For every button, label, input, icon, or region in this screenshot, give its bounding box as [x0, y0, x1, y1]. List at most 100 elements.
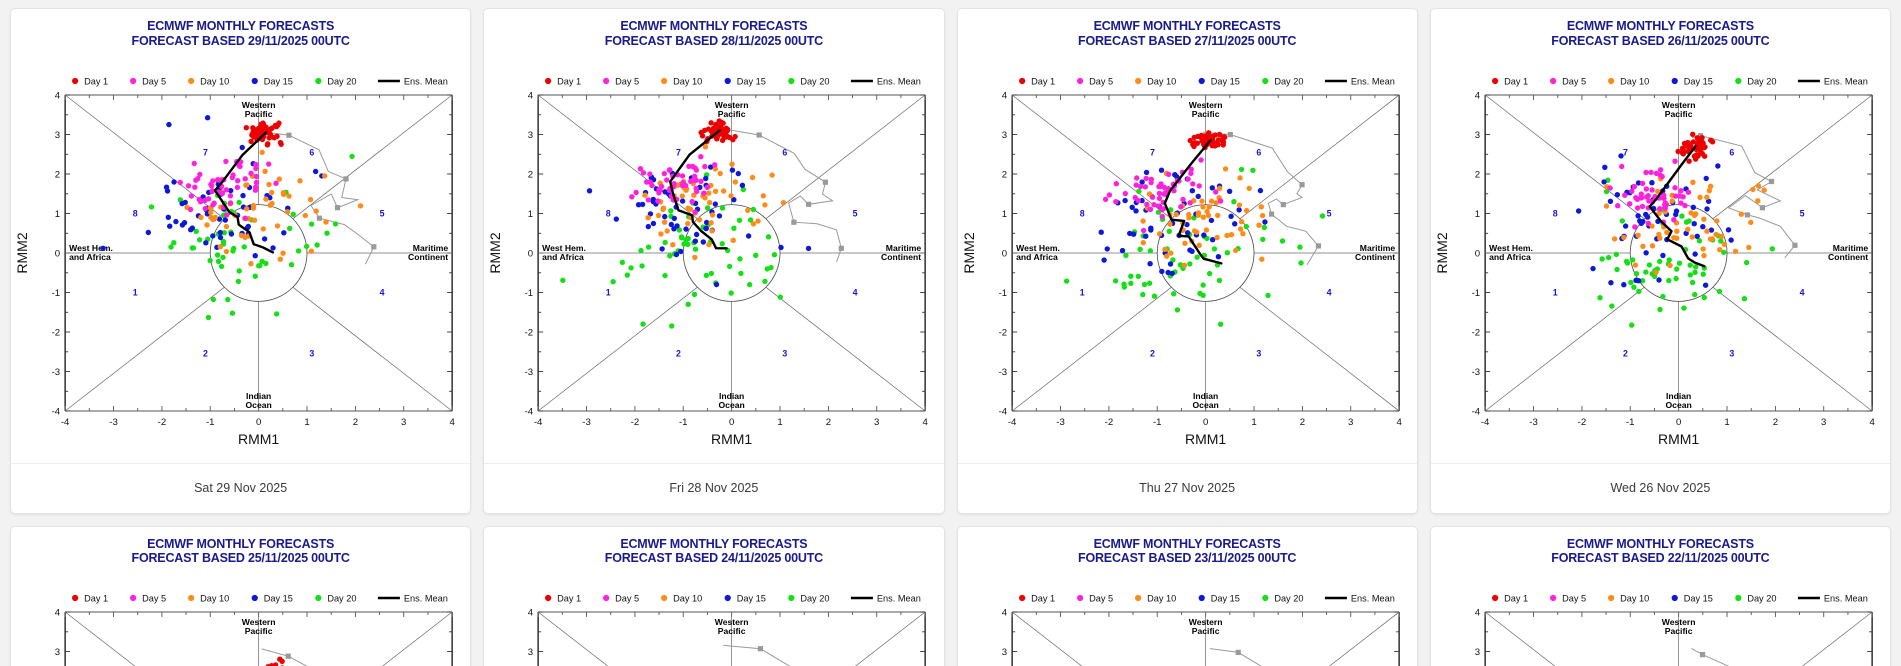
ensemble-member-day-15: [712, 200, 719, 207]
ensemble-member-day-5: [1662, 199, 1668, 206]
ensemble-member-day-10: [248, 260, 254, 266]
ensemble-member-day-15: [739, 182, 746, 188]
ensemble-member-day-15: [1200, 231, 1207, 238]
ensemble-member-day-20: [669, 322, 675, 329]
ensemble-member-day-10: [217, 243, 224, 249]
ensemble-member-day-5: [1656, 205, 1663, 211]
forecast-panel[interactable]: ECMWF MONTHLY FORECASTS FORECAST BASED 28…: [483, 8, 945, 514]
ensemble-member-day-15: [228, 187, 234, 193]
ensemble-member-day-20: [215, 258, 222, 264]
ensemble-member-day-5: [1645, 192, 1651, 198]
ensemble-member-day-5: [185, 182, 192, 188]
legend-marker-day-10: [661, 594, 668, 602]
ensemble-member-day-15: [1642, 211, 1649, 217]
legend-label-ens-mean: Ens. Mean: [1350, 76, 1394, 86]
ensemble-member-day-20: [349, 153, 355, 159]
ensemble-member-day-5: [219, 190, 226, 196]
x-tick-label: 0: [1676, 417, 1681, 428]
ensemble-member-day-10: [286, 192, 292, 199]
ensemble-member-day-10: [660, 205, 667, 211]
ensemble-member-day-15: [731, 196, 737, 202]
region-label-western-pacific: Western: [242, 100, 276, 110]
ensemble-member-day-10: [269, 200, 275, 206]
ensemble-member-day-5: [230, 171, 236, 178]
forecast-panel[interactable]: ECMWF MONTHLY FORECASTS FORECAST BASED 24…: [483, 525, 945, 666]
ensemble-member-day-5: [1147, 206, 1153, 212]
ensemble-member-day-5: [1196, 182, 1202, 189]
x-axis-label: RMM1: [1658, 431, 1699, 447]
ensemble-member-day-15: [1235, 206, 1242, 213]
observed-track-marker: [1759, 204, 1765, 210]
ensemble-member-day-10: [277, 256, 284, 262]
ensemble-member-day-10: [679, 192, 686, 199]
ensemble-member-day-5: [701, 190, 707, 196]
x-tick-label: 4: [923, 417, 929, 428]
phase-number-5: 5: [1326, 208, 1331, 218]
ensemble-member-day-5: [227, 199, 234, 206]
ensemble-member-day-20: [1613, 251, 1619, 257]
ensemble-member-day-5: [1672, 158, 1678, 164]
ensemble-member-day-5: [1672, 192, 1679, 199]
ensemble-member-day-20: [1206, 270, 1212, 276]
ensemble-member-day-5: [637, 165, 644, 171]
ensemble-member-day-20: [1635, 288, 1642, 294]
forecast-panel[interactable]: ECMWF MONTHLY FORECASTS FORECAST BASED 25…: [10, 525, 472, 666]
ensemble-member-day-10: [1747, 219, 1754, 225]
panel-title-line2: FORECAST BASED 24/11/2025 00UTC: [604, 551, 823, 566]
ensemble-member-day-5: [1113, 180, 1119, 186]
region-label-indian-ocean: Indian: [246, 391, 271, 401]
ensemble-member-day-20: [1135, 188, 1142, 194]
ensemble-member-day-20: [1687, 262, 1693, 268]
phase-number-6: 6: [309, 664, 314, 666]
x-tick-label: -3: [1056, 417, 1065, 428]
region-label-west-hem-africa: and Africa: [1016, 252, 1058, 262]
phase-number-7: 7: [676, 147, 681, 157]
ensemble-member-day-5: [629, 193, 635, 199]
forecast-panel[interactable]: ECMWF MONTHLY FORECASTS FORECAST BASED 29…: [10, 8, 472, 514]
forecast-panel[interactable]: ECMWF MONTHLY FORECASTS FORECAST BASED 23…: [956, 525, 1418, 666]
ensemble-member-day-20: [1608, 302, 1615, 309]
ensemble-member-day-15: [806, 245, 812, 251]
ensemble-member-day-10: [1216, 185, 1222, 191]
ensemble-member-day-20: [771, 251, 778, 257]
ensemble-member-day-5: [273, 180, 279, 186]
ensemble-member-day-20: [1696, 237, 1702, 243]
ensemble-member-day-20: [171, 239, 177, 245]
ensemble-member-day-15: [1132, 207, 1139, 214]
ensemble-member-day-5: [647, 170, 653, 177]
observed-track-marker: [1268, 211, 1274, 217]
legend-label-ens-mean: Ens. Mean: [1350, 594, 1394, 604]
ensemble-member-day-10: [1200, 214, 1206, 220]
legend-label-day-5: Day 5: [615, 76, 639, 86]
x-tick-label: 1: [304, 417, 309, 428]
legend-marker-day-5: [603, 77, 610, 84]
ensemble-member-day-10: [269, 189, 275, 195]
ensemble-member-day-10: [708, 219, 715, 225]
ensemble-member-day-20: [685, 301, 692, 307]
forecast-panel[interactable]: ECMWF MONTHLY FORECASTS FORECAST BASED 22…: [1429, 525, 1891, 666]
forecast-panel[interactable]: ECMWF MONTHLY FORECASTS FORECAST BASED 27…: [956, 8, 1418, 514]
axis-ticks: [537, 611, 926, 652]
ensemble-member-day-20: [1122, 252, 1129, 258]
ensemble-member-day-15: [1703, 175, 1709, 181]
ensemble-member-day-20: [1297, 259, 1304, 266]
ensemble-member-day-5: [1159, 213, 1165, 219]
forecast-panel[interactable]: ECMWF MONTHLY FORECASTS FORECAST BASED 26…: [1429, 8, 1891, 514]
region-label-western-pacific: Western: [242, 617, 276, 627]
ensemble-member-day-5: [680, 179, 686, 185]
ensemble-member-day-10: [750, 174, 756, 180]
ensemble-member-day-5: [692, 175, 698, 181]
ensemble-member-day-1: [1199, 135, 1206, 142]
ensemble-member-day-15: [1215, 253, 1221, 259]
region-label-western-pacific: Western: [715, 100, 749, 110]
ensemble-member-day-15: [680, 197, 686, 204]
ensemble-member-day-10: [251, 217, 258, 223]
